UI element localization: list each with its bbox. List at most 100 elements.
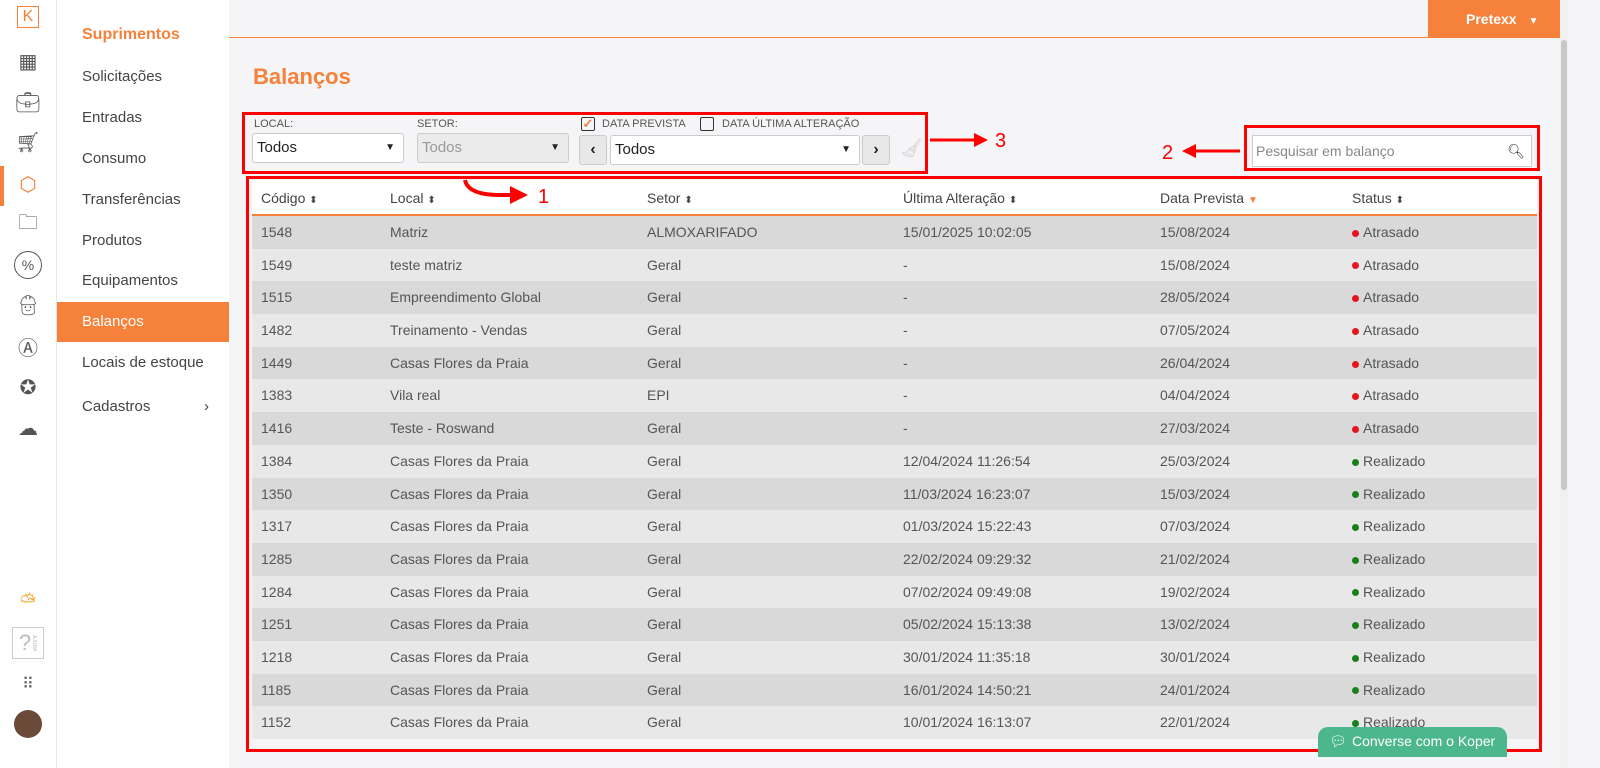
- table-row[interactable]: 1285 Casas Flores da Praia Geral 22/02/2024…: [252, 542, 1537, 576]
- cell-setor: Geral: [647, 583, 682, 600]
- data-prevista-checkbox[interactable]: ✓: [581, 116, 595, 131]
- user-menu-button[interactable]: Pretexx ▼: [1428, 0, 1560, 38]
- nav-item-equipamentos[interactable]: Equipamentos: [82, 272, 178, 289]
- table-row[interactable]: 1482 Treinamento - Vendas Geral - 07/05/2024…: [252, 314, 1537, 347]
- table-row[interactable]: 1317 Casas Flores da Praia Geral 01/03/2024…: [252, 510, 1537, 543]
- status-badge: Atrasado: [1352, 216, 1419, 248]
- cell-local: Teste - Roswand: [390, 420, 495, 437]
- table-body: 1548 Matriz ALMOXARIFADO 15/01/2025 10:02:0…: [252, 216, 1537, 739]
- cell-ultima-alteracao: -: [903, 420, 908, 437]
- people-icon[interactable]: Ⓐ: [18, 337, 38, 360]
- caret-down-icon: ▼: [1528, 16, 1539, 27]
- dashboard-icon[interactable]: ▦: [18, 50, 38, 73]
- status-badge: Realizado: [1352, 608, 1425, 640]
- cell-ultima-alteracao: 10/01/2024 16:13:07: [903, 714, 1032, 731]
- scrollbar[interactable]: [1560, 0, 1568, 768]
- status-dot-icon: [1352, 589, 1359, 597]
- box-icon[interactable]: ⬡: [19, 173, 37, 196]
- cloud-upload-icon[interactable]: ☁: [18, 417, 38, 440]
- cell-data-prevista: 19/02/2024: [1160, 583, 1231, 600]
- table-row[interactable]: 1185 Casas Flores da Praia Geral 16/01/2024…: [252, 673, 1537, 707]
- chat-button[interactable]: 💬︎ Converse com o Koper: [1318, 727, 1507, 757]
- prev-period-button[interactable]: ‹: [579, 135, 607, 165]
- table-row[interactable]: 1548 Matriz ALMOXARIFADO 15/01/2025 10:02:0…: [252, 216, 1537, 249]
- cell-local: Treinamento - Vendas: [390, 322, 528, 339]
- weather-icon[interactable]: ⛅︎: [20, 590, 36, 613]
- data-alteracao-checkbox[interactable]: [700, 117, 714, 131]
- table-row[interactable]: 1284 Casas Flores da Praia Geral 07/02/2024…: [252, 575, 1537, 609]
- cart-icon[interactable]: 🛒︎: [15, 131, 41, 154]
- cell-data-prevista: 15/03/2024: [1160, 485, 1231, 502]
- table-row[interactable]: 1384 Casas Flores da Praia Geral 12/04/2024…: [252, 444, 1537, 478]
- nav-item-transferencias[interactable]: Transferências: [82, 191, 181, 208]
- nav-item-entradas[interactable]: Entradas: [82, 109, 143, 126]
- cell-codigo: 1515: [261, 289, 293, 306]
- col-status[interactable]: Status ⬍: [1352, 190, 1404, 206]
- table-row[interactable]: 1515 Empreendimento Global Geral - 28/05/202…: [252, 281, 1537, 315]
- nav-item-cadastros[interactable]: Cadastros ›: [57, 387, 229, 427]
- period-value: Todos: [615, 141, 656, 158]
- col-setor[interactable]: Setor ⬍: [647, 190, 693, 206]
- cell-setor: Geral: [647, 616, 682, 633]
- briefcase-icon[interactable]: 💼︎: [15, 91, 41, 114]
- period-select[interactable]: Todos ▼: [610, 135, 860, 165]
- cell-setor: ALMOXARIFADO: [647, 224, 758, 240]
- col-codigo[interactable]: Código ⬍: [261, 190, 318, 206]
- cell-data-prevista: 26/04/2024: [1160, 354, 1231, 371]
- status-dot-icon: [1352, 425, 1359, 433]
- worker-icon[interactable]: 👷︎: [15, 294, 41, 317]
- search-input[interactable]: Pesquisar em balanço 🔍︎: [1252, 135, 1532, 167]
- status-dot-icon: [1352, 262, 1359, 270]
- cell-local: Casas Flores da Praia: [390, 550, 529, 567]
- col-data-prevista[interactable]: Data Prevista ▼: [1160, 190, 1258, 206]
- clear-filters-broom-icon[interactable]: 🧹︎: [900, 138, 923, 158]
- table-row[interactable]: 1251 Casas Flores da Praia Geral 05/02/2024…: [252, 608, 1537, 641]
- table-row[interactable]: 1350 Casas Flores da Praia Geral 11/03/2024…: [252, 477, 1537, 511]
- cell-data-prevista: 21/02/2024: [1160, 550, 1231, 567]
- annotation-2: 2: [1162, 142, 1174, 164]
- apps-grid-icon[interactable]: ⠿: [22, 676, 34, 693]
- nav-item-balancos[interactable]: Balanços: [57, 302, 229, 342]
- cell-setor: Geral: [647, 256, 682, 273]
- table-row[interactable]: 1218 Casas Flores da Praia Geral 30/01/2024…: [252, 640, 1537, 674]
- help-icon[interactable]: ? AJUDA: [12, 627, 44, 659]
- logo-k-icon[interactable]: K: [17, 6, 39, 28]
- folder-icon[interactable]: 🗀: [18, 212, 38, 234]
- cell-codigo: 1285: [261, 550, 293, 567]
- cell-local: Casas Flores da Praia: [390, 648, 529, 665]
- table-row[interactable]: 1383 Vila real EPI - 04/04/2024 Atrasado: [252, 379, 1537, 413]
- percent-icon[interactable]: %: [14, 251, 42, 279]
- next-period-button[interactable]: ›: [862, 135, 890, 165]
- avatar[interactable]: [14, 710, 42, 738]
- status-dot-icon: [1352, 622, 1359, 630]
- local-select[interactable]: Todos ▼: [252, 133, 404, 163]
- col-local[interactable]: Local ⬍: [390, 190, 436, 206]
- col-ultima-alteracao[interactable]: Última Alteração ⬍: [903, 190, 1018, 206]
- search-icon[interactable]: 🔍︎: [1507, 143, 1525, 159]
- caret-down-icon: ▼: [841, 144, 851, 155]
- cell-setor: Geral: [647, 420, 682, 437]
- nav-item-consumo[interactable]: Consumo: [82, 150, 147, 167]
- cell-ultima-alteracao: 01/03/2024 15:22:43: [903, 518, 1032, 535]
- cell-codigo: 1251: [261, 616, 293, 633]
- table-row[interactable]: 1449 Casas Flores da Praia Geral - 26/04/202…: [252, 346, 1537, 380]
- cell-data-prevista: 22/01/2024: [1160, 714, 1231, 731]
- cell-ultima-alteracao: 22/02/2024 09:29:32: [903, 550, 1032, 567]
- cell-data-prevista: 25/03/2024: [1160, 452, 1231, 469]
- cell-local: Casas Flores da Praia: [390, 518, 529, 535]
- cell-setor: Geral: [647, 648, 682, 665]
- icon-sidebar: K ▦ 💼︎ 🛒︎ ⬡ 🗀 % 👷︎ Ⓐ ✪ ☁ ⛅︎ ? AJUDA ⠿: [0, 0, 57, 768]
- nav-item-label: Cadastros: [82, 398, 151, 415]
- nav-item-solicitacoes[interactable]: Solicitações: [82, 68, 163, 85]
- setor-select[interactable]: Todos ▼: [417, 133, 569, 163]
- cell-local: Casas Flores da Praia: [390, 354, 529, 371]
- table-row[interactable]: 1549 teste matriz Geral - 15/08/2024 Atrasado: [252, 248, 1537, 282]
- award-icon[interactable]: ✪: [19, 376, 37, 399]
- cell-setor: Geral: [647, 322, 682, 339]
- table-row[interactable]: 1416 Teste - Roswand Geral - 27/03/2024 Atras…: [252, 412, 1537, 445]
- nav-item-locais-estoque[interactable]: Locais de estoque: [82, 354, 204, 371]
- status-dot-icon: [1352, 458, 1359, 466]
- caret-down-icon: ▼: [385, 142, 395, 153]
- nav-sidebar: Suprimentos Solicitações Entradas Consum…: [57, 0, 229, 768]
- nav-item-produtos[interactable]: Produtos: [82, 232, 143, 249]
